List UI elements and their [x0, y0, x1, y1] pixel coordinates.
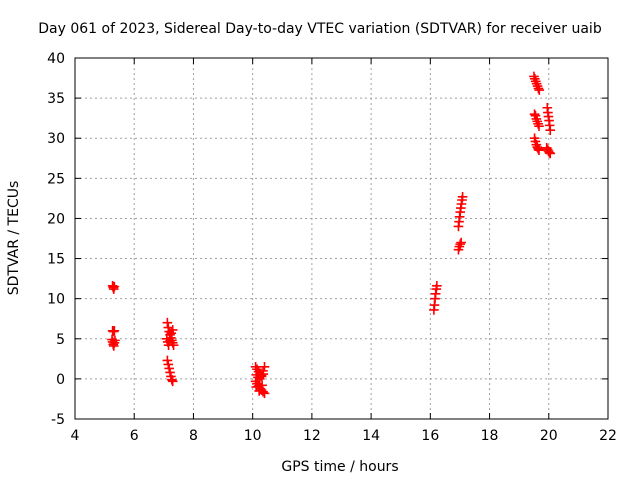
grid [75, 58, 608, 419]
data-point [533, 143, 543, 154]
y-tick-label: -5 [51, 412, 65, 428]
x-tick-label: 8 [189, 428, 198, 444]
data-point [456, 237, 466, 248]
data-point [533, 83, 544, 94]
data-point [162, 355, 173, 366]
data-point [259, 388, 270, 399]
y-tick-label: 10 [47, 292, 65, 308]
data-point [545, 125, 556, 135]
data-point [167, 376, 178, 387]
data-point [254, 386, 264, 396]
data-point [457, 191, 468, 202]
x-tick-label: 12 [303, 428, 321, 444]
data-point [109, 281, 120, 292]
y-tick-label: 5 [56, 332, 65, 348]
data-point [163, 340, 174, 350]
y-tick-label: 40 [47, 51, 65, 67]
data-point [455, 239, 466, 249]
data-point [534, 145, 544, 156]
data-point [529, 109, 540, 119]
data-point [164, 336, 175, 346]
data-point [257, 380, 267, 391]
x-tick-label: 16 [421, 428, 439, 444]
x-tick-label: 22 [599, 428, 617, 444]
data-point [258, 369, 269, 379]
data-point [162, 317, 173, 328]
data-point [167, 374, 177, 385]
data-point [164, 363, 174, 374]
data-point [534, 85, 545, 95]
y-tick-label: 30 [47, 131, 65, 147]
y-tick-label: 20 [47, 211, 65, 227]
data-point [163, 359, 174, 370]
data-point [110, 335, 120, 346]
data-point [259, 362, 270, 372]
chart-title: Day 061 of 2023, Sidereal Day-to-day VTE… [38, 21, 602, 37]
x-tick-label: 14 [362, 428, 380, 444]
y-tick-label: 35 [47, 91, 65, 107]
y-tick-label: 25 [47, 171, 65, 187]
data-point [432, 281, 442, 291]
data-point [165, 367, 175, 378]
data-point [534, 121, 544, 131]
data-point [167, 325, 178, 335]
x-axis-label: GPS time / hours [281, 459, 398, 475]
data-point [258, 386, 268, 397]
x-tick-label: 6 [130, 428, 139, 444]
x-tick-label: 20 [540, 428, 558, 444]
y-tick-label: 0 [56, 372, 65, 388]
x-tick-label: 10 [244, 428, 262, 444]
plot-frame [74, 57, 609, 420]
data-points [107, 71, 556, 399]
data-point [544, 147, 555, 158]
data-point [108, 326, 119, 337]
data-point [545, 148, 556, 159]
data-point [109, 325, 120, 336]
x-tick-label: 18 [481, 428, 499, 444]
y-tick-label: 15 [47, 252, 65, 268]
y-axis-label: SDTVAR / TECUs [6, 181, 22, 296]
x-tick-label: 4 [71, 428, 80, 444]
